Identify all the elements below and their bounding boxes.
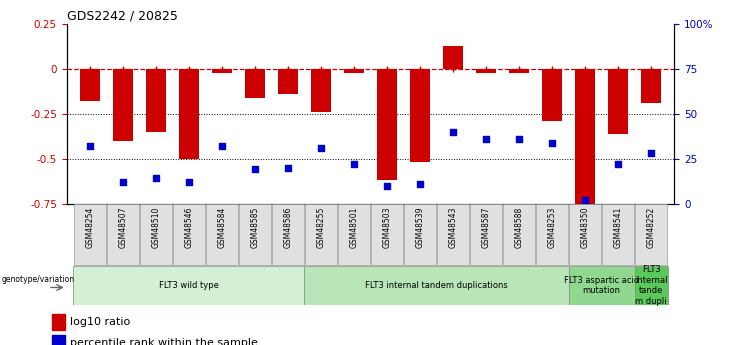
Text: log10 ratio: log10 ratio (70, 317, 130, 327)
FancyBboxPatch shape (73, 204, 106, 265)
Text: GSM48584: GSM48584 (217, 207, 227, 248)
Point (84, 144, 96, 149)
FancyBboxPatch shape (470, 204, 502, 265)
FancyBboxPatch shape (503, 204, 535, 265)
FancyBboxPatch shape (635, 204, 668, 265)
FancyBboxPatch shape (437, 204, 469, 265)
Point (612, 161, 624, 167)
Point (546, 140, 558, 145)
FancyBboxPatch shape (370, 204, 403, 265)
Text: GDS2242 / 20825: GDS2242 / 20825 (67, 10, 178, 23)
FancyBboxPatch shape (206, 204, 238, 265)
Bar (113, 69, 133, 141)
Point (117, 179, 129, 185)
Bar (443, 46, 463, 69)
Bar (608, 69, 628, 134)
Point (579, 197, 591, 203)
Bar (311, 69, 331, 112)
FancyBboxPatch shape (569, 204, 602, 265)
Point (249, 167, 261, 172)
Text: genotype/variation: genotype/variation (1, 275, 74, 284)
Bar (377, 69, 397, 180)
Bar (52, 314, 65, 330)
Bar (509, 69, 529, 72)
Bar (410, 69, 430, 162)
Text: GSM48254: GSM48254 (85, 207, 94, 248)
FancyBboxPatch shape (73, 266, 305, 305)
Bar (179, 69, 199, 159)
Text: GSM48586: GSM48586 (284, 207, 293, 248)
Text: GSM48255: GSM48255 (316, 207, 325, 248)
FancyBboxPatch shape (536, 204, 568, 265)
Bar (344, 69, 364, 72)
Bar (80, 69, 100, 101)
FancyBboxPatch shape (602, 204, 634, 265)
Point (216, 144, 227, 149)
Text: GSM48350: GSM48350 (581, 207, 590, 248)
Text: GSM48252: GSM48252 (647, 207, 656, 248)
Text: GSM48546: GSM48546 (185, 207, 193, 248)
Bar (245, 69, 265, 98)
FancyBboxPatch shape (173, 204, 205, 265)
Text: GSM48585: GSM48585 (250, 207, 259, 248)
Text: FLT3 internal tandem duplications: FLT3 internal tandem duplications (365, 281, 508, 290)
Bar (52, 335, 65, 345)
Bar (476, 69, 496, 72)
Text: GSM48253: GSM48253 (548, 207, 556, 248)
FancyBboxPatch shape (272, 204, 304, 265)
FancyBboxPatch shape (305, 204, 337, 265)
FancyBboxPatch shape (305, 266, 568, 305)
Bar (146, 69, 166, 132)
Text: GSM48541: GSM48541 (614, 207, 622, 248)
Text: GSM48539: GSM48539 (416, 207, 425, 248)
Point (282, 165, 294, 170)
Text: GSM48510: GSM48510 (151, 207, 160, 248)
Text: GSM48588: GSM48588 (514, 207, 524, 248)
Text: GSM48587: GSM48587 (482, 207, 491, 248)
Text: FLT3
internal
tande
m dupli: FLT3 internal tande m dupli (635, 265, 668, 306)
FancyBboxPatch shape (239, 204, 271, 265)
FancyBboxPatch shape (139, 204, 172, 265)
Point (645, 150, 657, 156)
Bar (575, 69, 595, 204)
FancyBboxPatch shape (107, 204, 139, 265)
Bar (212, 69, 232, 72)
Point (381, 183, 393, 188)
Text: GSM48501: GSM48501 (350, 207, 359, 248)
Bar (542, 69, 562, 121)
Text: FLT3 aspartic acid
mutation: FLT3 aspartic acid mutation (564, 276, 639, 295)
Point (414, 181, 426, 187)
FancyBboxPatch shape (404, 204, 436, 265)
FancyBboxPatch shape (338, 204, 370, 265)
Text: GSM48503: GSM48503 (382, 207, 391, 248)
Bar (641, 69, 661, 103)
Point (480, 136, 492, 142)
Text: FLT3 wild type: FLT3 wild type (159, 281, 219, 290)
Point (514, 136, 525, 142)
Point (150, 176, 162, 181)
Point (315, 145, 327, 151)
Point (183, 179, 195, 185)
Point (348, 161, 360, 167)
Point (447, 129, 459, 135)
Bar (278, 69, 298, 94)
Text: GSM48543: GSM48543 (448, 207, 457, 248)
Text: percentile rank within the sample: percentile rank within the sample (70, 338, 259, 345)
FancyBboxPatch shape (635, 266, 668, 305)
Text: GSM48507: GSM48507 (119, 207, 127, 248)
FancyBboxPatch shape (568, 266, 635, 305)
